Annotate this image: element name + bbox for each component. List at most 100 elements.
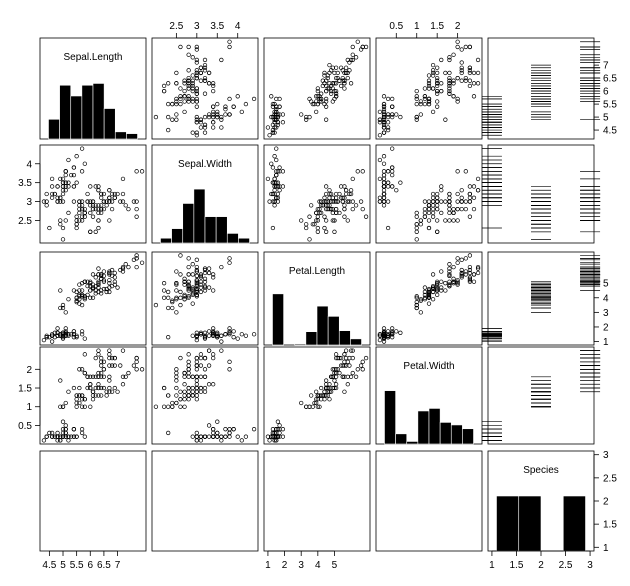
- scatter-point: [435, 78, 440, 83]
- scatter-point: [377, 337, 383, 343]
- scatter-point: [319, 210, 324, 216]
- panel-Petal.Width-vs-Species: [481, 346, 601, 445]
- scatter-point: [202, 367, 208, 372]
- scatter-point: [74, 298, 79, 303]
- scatter-point: [215, 419, 220, 424]
- scatter-point: [223, 112, 228, 117]
- scatter-point: [350, 199, 355, 204]
- scatter-point: [71, 172, 77, 178]
- scatter-point: [317, 206, 322, 212]
- scatter-point: [182, 276, 187, 281]
- scatter-point: [381, 120, 387, 125]
- scatter-point: [109, 389, 115, 394]
- scatter-point: [58, 404, 63, 409]
- scatter-point: [77, 393, 82, 398]
- tick-label: 3.5: [210, 21, 224, 32]
- scatter-point: [358, 363, 364, 368]
- scatter-point: [99, 206, 104, 212]
- scatter-point: [112, 270, 117, 276]
- scatter-point: [355, 367, 360, 372]
- scatter-point: [202, 65, 208, 70]
- scatter-point: [447, 91, 452, 96]
- scatter-point: [315, 206, 320, 212]
- scatter-point: [194, 289, 199, 295]
- scatter-point: [109, 355, 115, 361]
- scatter-point: [342, 86, 347, 91]
- scatter-point: [202, 130, 208, 135]
- scatter-point: [166, 127, 171, 133]
- scatter-point: [202, 434, 208, 439]
- scatter-point: [335, 70, 340, 76]
- scatter-point: [194, 60, 199, 65]
- scatter-point: [377, 133, 383, 138]
- scatter-point: [426, 96, 432, 102]
- tick-label: 2.5: [18, 216, 32, 227]
- scatter-point: [414, 302, 419, 308]
- scatter-point: [227, 332, 232, 337]
- scatter-point: [202, 374, 208, 379]
- scatter-point: [194, 382, 199, 387]
- scatter-point: [186, 81, 191, 86]
- scatter-point: [77, 385, 82, 391]
- scatter-point: [99, 273, 104, 279]
- scatter-point: [463, 206, 468, 212]
- histogram-bar: [171, 228, 184, 244]
- scatter-point: [77, 367, 82, 372]
- scatter-point: [274, 184, 279, 189]
- scatter-point: [47, 225, 52, 231]
- histogram-bar: [103, 108, 116, 140]
- scatter-point: [74, 333, 79, 338]
- scatter-point: [272, 154, 277, 159]
- scatter-point: [227, 427, 232, 432]
- scatter-point: [426, 294, 432, 299]
- scatter-point: [430, 286, 436, 292]
- tick-label: 0.5: [18, 421, 32, 432]
- scatter-point: [235, 94, 240, 99]
- scatter-point: [227, 434, 232, 439]
- panel-Petal.Width-vs-Petal.Width: Petal.Width: [375, 346, 483, 445]
- scatter-point: [475, 70, 481, 76]
- scatter-point: [206, 112, 212, 117]
- scatter-point: [231, 335, 236, 340]
- scatter-point: [174, 385, 179, 391]
- scatter-point: [55, 326, 60, 331]
- scatter-point: [227, 39, 232, 44]
- scatter-point: [327, 188, 332, 193]
- scatter-point: [60, 180, 66, 185]
- scatter-point: [134, 199, 139, 204]
- histogram-bar: [126, 133, 138, 140]
- scatter-point: [277, 423, 282, 428]
- scatter-point: [198, 279, 204, 284]
- scatter-point: [304, 114, 309, 120]
- scatter-point: [447, 269, 452, 274]
- scatter-point: [194, 114, 199, 120]
- scatter-point: [223, 434, 228, 439]
- scatter-point: [342, 389, 347, 394]
- scatter-point: [422, 292, 428, 298]
- scatter-point: [227, 330, 232, 335]
- scatter-point: [174, 281, 179, 286]
- scatter-point: [345, 75, 350, 81]
- histogram-bar: [48, 118, 60, 140]
- scatter-point: [443, 117, 448, 122]
- scatter-point: [385, 225, 391, 231]
- scatter-point: [327, 195, 332, 200]
- tick-label: 1.5: [430, 21, 444, 32]
- scatter-point: [385, 114, 391, 120]
- scatter-point: [455, 75, 460, 81]
- panel-Petal.Width-vs-Sepal.Width: [151, 346, 259, 445]
- scatter-point: [82, 404, 87, 409]
- scatter-point: [307, 96, 312, 102]
- scatter-point: [49, 333, 55, 338]
- panel-Sepal.Width-vs-Petal.Width: [375, 144, 483, 244]
- scatter-point: [358, 199, 364, 204]
- tick-label: 1: [414, 21, 420, 32]
- tick-label: 2: [603, 322, 609, 333]
- scatter-point: [63, 218, 68, 223]
- scatter-point: [107, 348, 112, 353]
- scatter-point: [430, 214, 436, 219]
- scatter-point: [161, 288, 167, 293]
- scatter-point: [430, 206, 436, 212]
- scatter-point: [443, 199, 448, 204]
- scatter-point: [101, 199, 107, 204]
